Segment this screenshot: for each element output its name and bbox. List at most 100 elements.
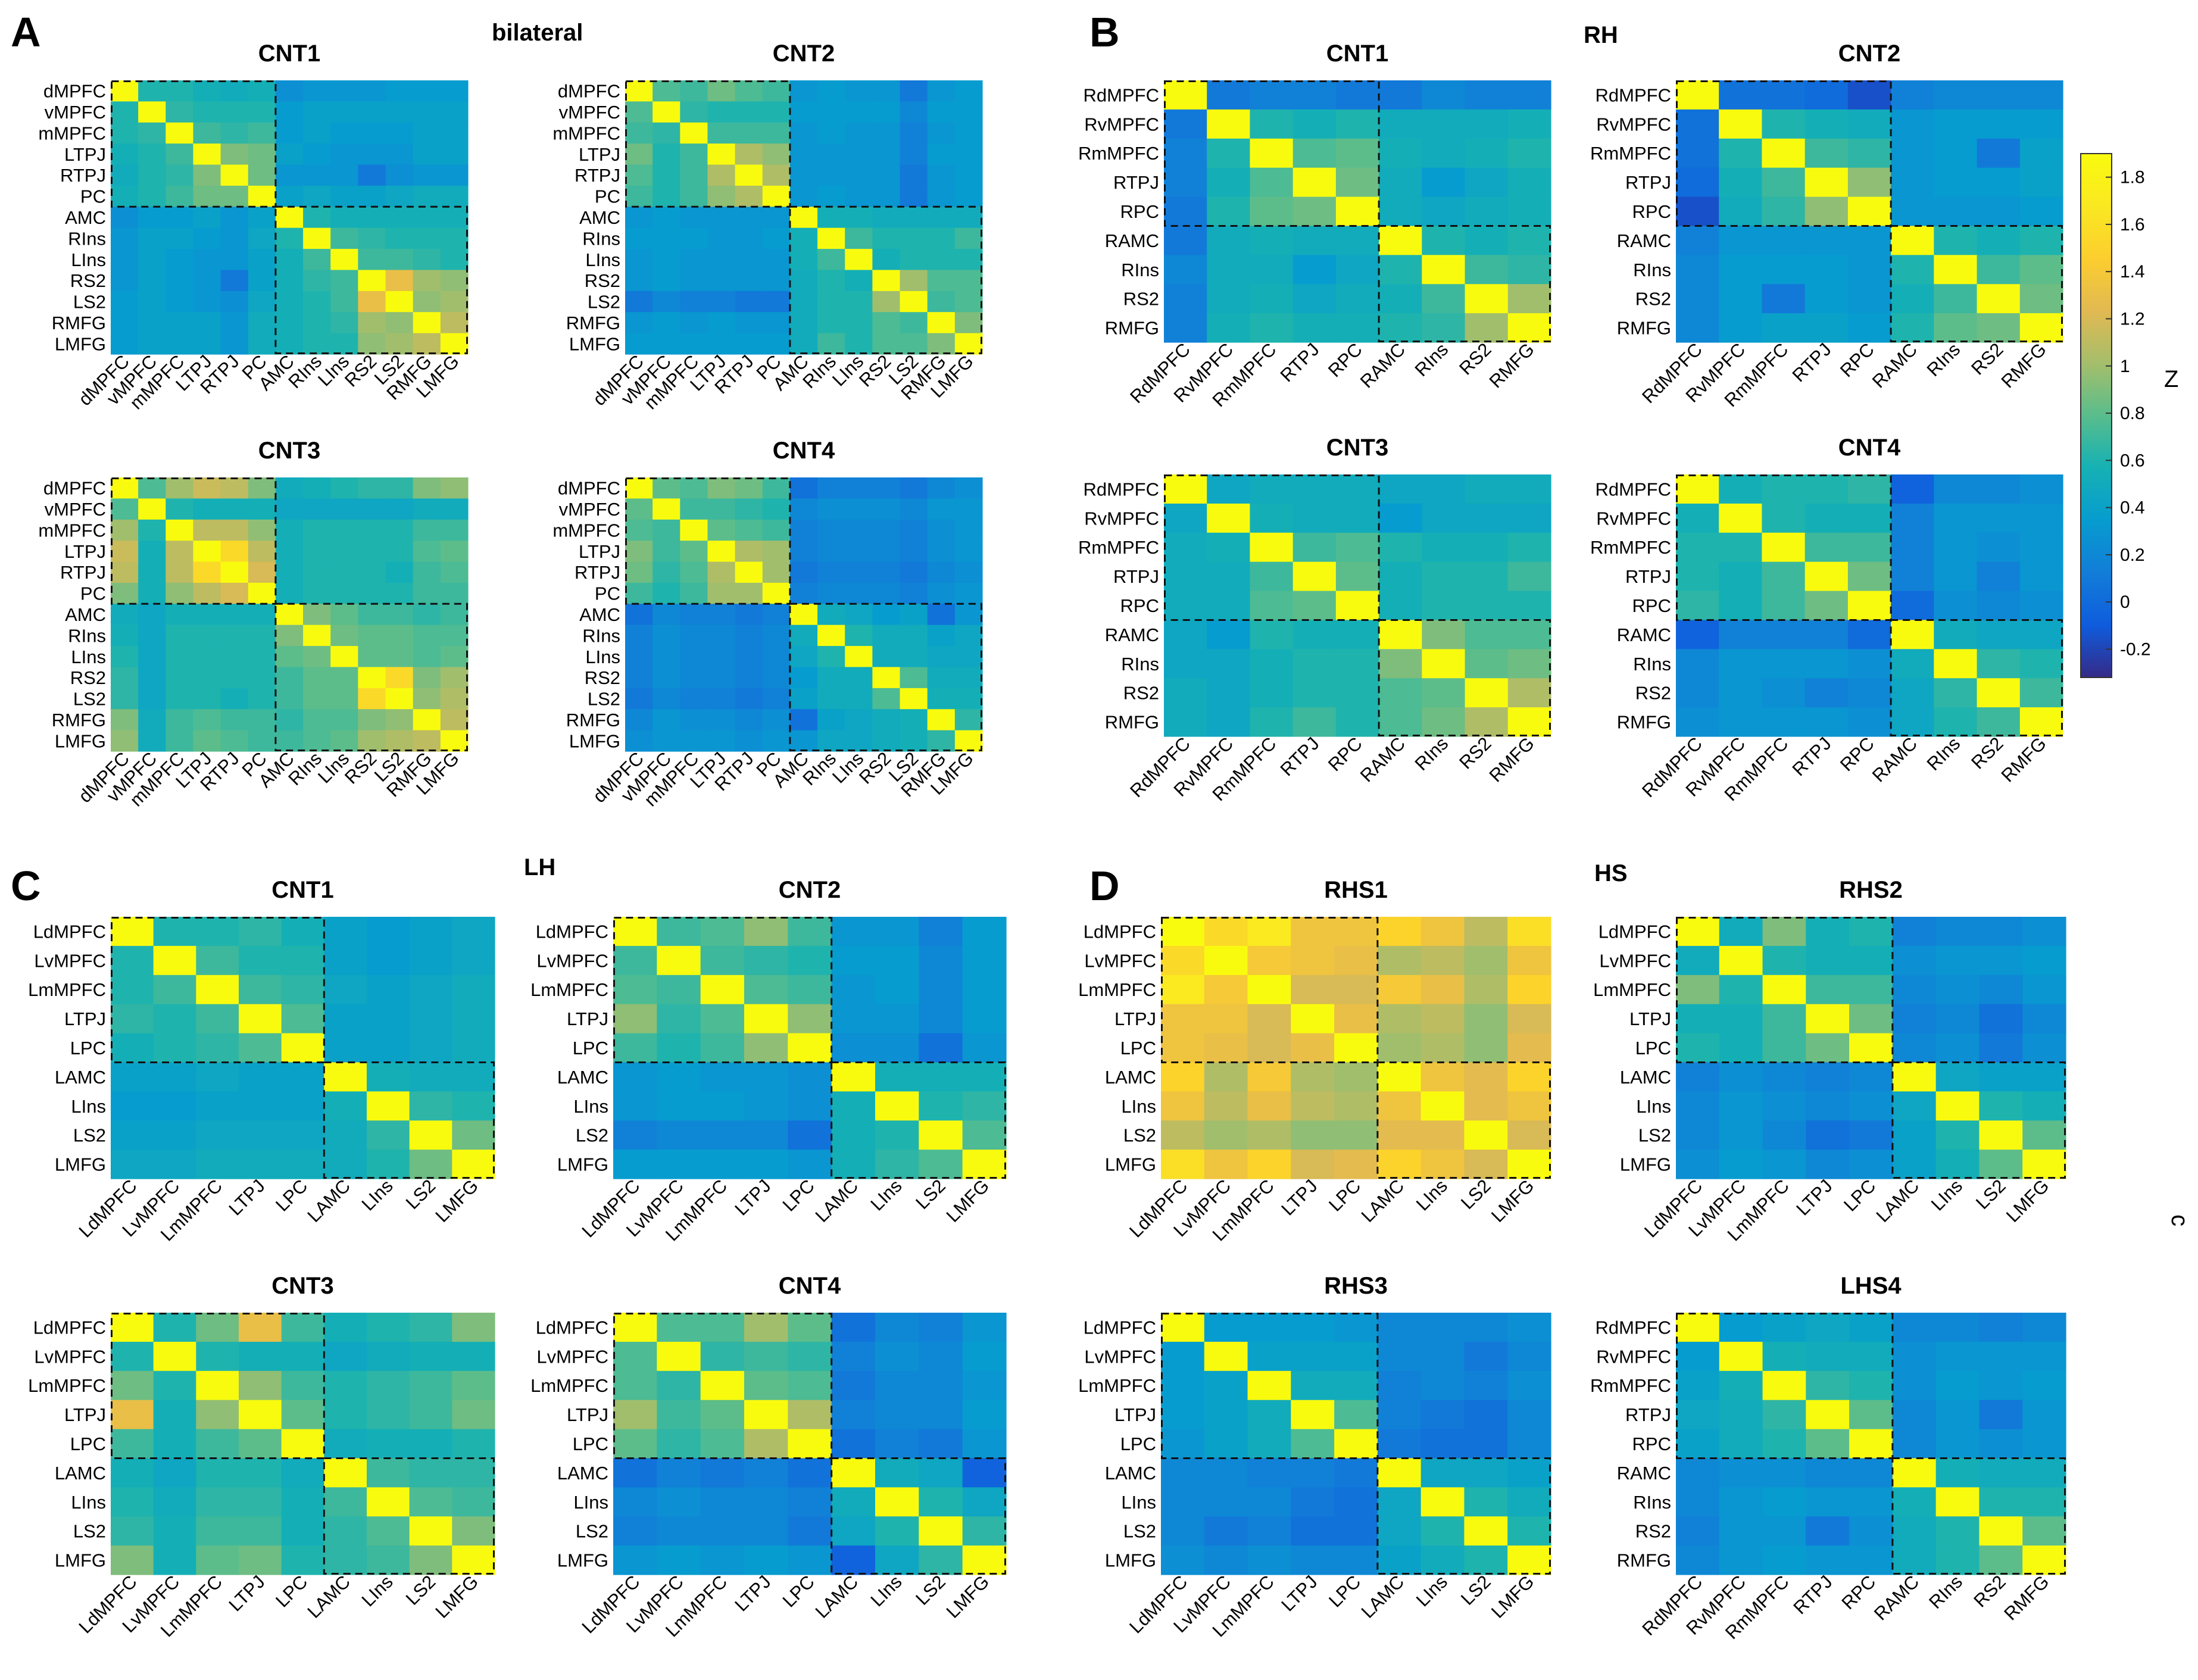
heatmap-cell [1164,591,1207,621]
heatmap-cell [440,207,469,229]
heatmap-cell [1465,620,1509,649]
heatmap-cell [281,975,324,1005]
heatmap-cell [2022,1033,2066,1063]
heatmap-cell [193,270,221,292]
heatmap-cell [962,917,1007,947]
heatmap-cell [845,207,873,229]
heatmap-cell [652,646,680,668]
heatmap-cell [1292,503,1337,533]
heatmap-cell [1892,1370,1937,1401]
heatmap-cell [845,291,873,313]
heatmap-cell [330,604,358,626]
heatmap-cell [1335,649,1379,679]
heatmap-cell [220,604,249,626]
heatmap-cell [1207,620,1251,649]
group-label-lh: LH [524,854,555,880]
heatmap-cell [1804,707,1849,737]
heatmap-cell [954,498,983,520]
heatmap-cell [1935,1429,1980,1459]
heatmap-cell [954,646,983,668]
heatmap-cell [1464,1341,1508,1372]
heatmap-cell [789,80,818,102]
heatmap-cell [1676,80,1719,110]
heatmap-cell [1719,917,1763,947]
y-tick-label: LMFG [569,730,620,751]
heatmap-cell [1292,678,1337,708]
heatmap-cell [1507,1370,1551,1401]
y-tick-label: RMFG [566,313,620,333]
heatmap-cell [1847,620,1891,649]
heatmap-d-rhs3: RHS3LdMPFCLdMPFCLvMPFCLvMPFCLmMPFCLmMPFC… [1078,1273,1551,1641]
heatmap-cell [1891,196,1934,227]
heatmap-cell [1849,1370,1893,1401]
heatmap-cell [831,1341,876,1372]
y-tick-label: vMPFC [45,102,106,123]
heatmap-cell [111,582,139,604]
y-tick-label: RdMPFC [1084,85,1159,105]
heatmap-cell [111,945,154,976]
heatmap-cell [872,604,901,626]
heatmap-cell [220,624,249,647]
heatmap-cell [1422,80,1466,110]
heatmap-cell [330,667,358,689]
y-tick-label: RTPJ [1113,566,1159,587]
heatmap-cell [111,1458,154,1488]
heatmap-cell [385,333,414,355]
y-tick-label: RTPJ [60,165,106,186]
heatmap-cell [275,688,304,710]
heatmap-cell [385,582,414,604]
heatmap-cell [413,291,441,313]
heatmap-cell [413,519,441,541]
y-tick-label: PC [80,583,106,604]
heatmap-cell [700,1400,745,1430]
heatmap-cell [1250,591,1294,621]
heatmap-cell [817,688,845,710]
heatmap-cell [900,122,928,144]
heatmap-cell [1422,138,1466,168]
heatmap-cell [138,477,166,499]
heatmap-cell [1676,255,1719,285]
heatmap-cell [735,541,763,563]
heatmap-cell [1934,678,1978,708]
heatmap-cell [613,1033,657,1063]
block-outline [1676,917,1894,1063]
heatmap-cell [193,333,221,355]
heatmap-cell [1377,1004,1422,1034]
heatmap-cell [239,1004,282,1034]
heatmap-cell [954,624,983,647]
heatmap-cell [1250,532,1294,563]
heatmap-cell [413,143,441,165]
heatmap-cell [1507,138,1551,168]
heatmap-cell [303,164,331,186]
y-tick-label: LIns [71,647,106,667]
heatmap-cell [872,709,901,731]
heatmap-cell [413,270,441,292]
heatmap-cell [1379,284,1422,314]
x-tick-label: LS2 [1457,1571,1495,1609]
heatmap-cell [1676,1487,1720,1517]
heatmap-cell [193,312,221,334]
heatmap-cell [1291,1545,1335,1575]
heatmap-cell [330,122,358,144]
heatmap-cell [1891,503,1934,533]
y-tick-label: LS2 [588,292,620,313]
heatmap-cell [111,333,139,355]
heatmap-cell [1161,1545,1205,1575]
heatmap-cell [1676,532,1719,563]
x-tick-label: LIns [358,1175,397,1214]
heatmap-cell [700,1487,745,1517]
heatmap-cell [1377,1341,1422,1372]
heatmap-cell [409,1341,452,1372]
heatmap-cell [409,1400,452,1430]
heatmap-cell [919,1516,963,1546]
heatmap-cell [762,312,791,334]
heatmap-cell [762,80,791,102]
y-tick-label: LIns [1636,1096,1671,1117]
heatmap-cell [1207,226,1251,255]
y-tick-label: RdMPFC [1596,85,1671,105]
heatmap-cell [900,207,928,229]
heatmap-cell [1335,678,1379,708]
heatmap-cell [1292,255,1337,285]
heatmap-cell [138,122,166,144]
heatmap-cell [1207,532,1251,563]
